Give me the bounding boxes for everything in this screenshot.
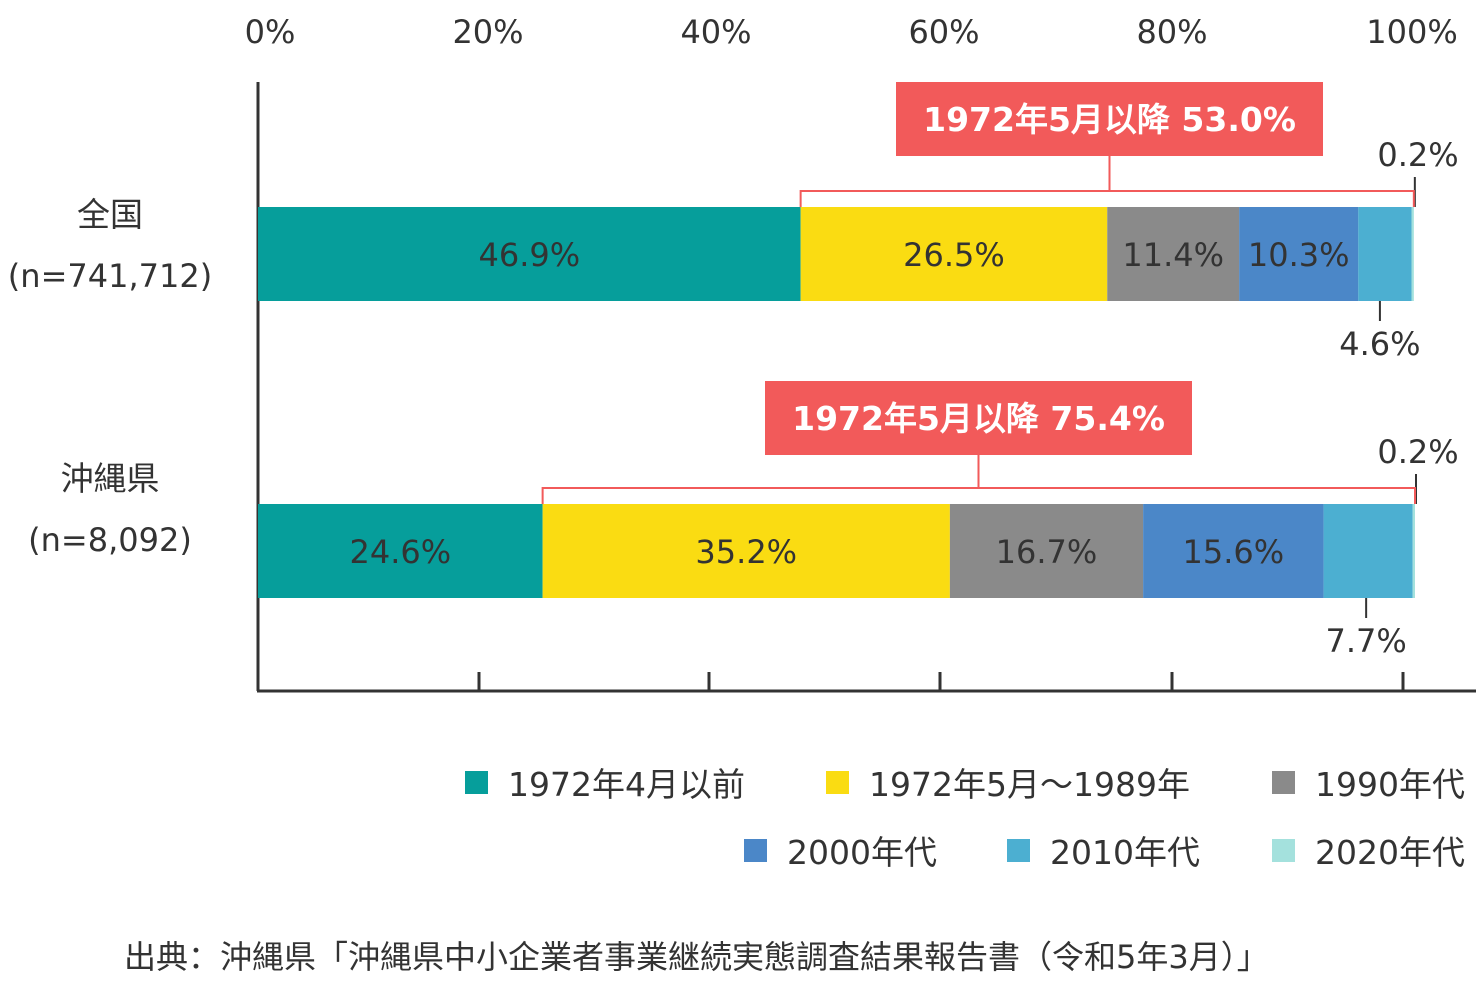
legend-swatch bbox=[826, 770, 849, 794]
legend-label: 1972年4月以前 bbox=[508, 765, 745, 804]
category-label: 沖縄県 bbox=[61, 459, 160, 498]
annotation-label: 1972年5月以降 75.4% bbox=[792, 399, 1165, 438]
bar-segment bbox=[1107, 207, 1240, 301]
legend-swatch bbox=[465, 770, 488, 794]
data-label: 0.2% bbox=[1377, 433, 1458, 471]
data-label: 7.7% bbox=[1325, 622, 1406, 660]
annotation-box bbox=[765, 381, 1192, 455]
legend-item-1990s: 1990年代 bbox=[1272, 758, 1465, 806]
x-tick-label: 0% bbox=[245, 13, 296, 51]
legend-label: 2020年代 bbox=[1315, 833, 1465, 872]
annotation-label: 1972年5月以降 53.0% bbox=[923, 100, 1296, 139]
x-tick-label: 80% bbox=[1136, 13, 1207, 51]
bar-segment bbox=[1143, 504, 1324, 598]
x-tick-label: 40% bbox=[680, 13, 751, 51]
legend-item-2020s: 2020年代 bbox=[1272, 826, 1465, 874]
legend-item-1972-before: 1972年4月以前 bbox=[465, 758, 745, 806]
legend-swatch bbox=[744, 838, 767, 862]
data-label: 11.4% bbox=[1122, 236, 1224, 274]
data-label: 16.7% bbox=[996, 533, 1098, 571]
legend-label: 2010年代 bbox=[1050, 833, 1200, 872]
x-tick-label: 60% bbox=[908, 13, 979, 51]
bar-segment bbox=[1323, 504, 1413, 598]
category-n-label: (n=741,712) bbox=[8, 257, 212, 295]
bar-segment bbox=[542, 504, 950, 598]
x-tick-label: 20% bbox=[452, 13, 523, 51]
data-label: 26.5% bbox=[903, 236, 1005, 274]
data-label: 24.6% bbox=[349, 533, 451, 571]
data-label: 4.6% bbox=[1339, 325, 1420, 363]
data-label: 10.3% bbox=[1248, 236, 1350, 274]
bar-segment bbox=[258, 504, 543, 598]
legend-item-2010s: 2010年代 bbox=[1007, 826, 1200, 874]
category-n-label: (n=8,092) bbox=[28, 521, 192, 559]
bar-segment bbox=[1239, 207, 1359, 301]
legend-swatch bbox=[1272, 838, 1295, 862]
source-note: 出典：沖縄県「沖縄県中小企業者事業継続実態調査結果報告書（令和5年3月）」 bbox=[124, 938, 1269, 976]
x-tick-label: 100% bbox=[1366, 13, 1457, 51]
legend-label: 2000年代 bbox=[787, 833, 937, 872]
legend-label: 1972年5月〜1989年 bbox=[869, 765, 1190, 804]
category-label: 全国 bbox=[77, 195, 143, 234]
legend-swatch bbox=[1007, 838, 1030, 862]
data-label: 15.6% bbox=[1183, 533, 1285, 571]
bar-segment bbox=[800, 207, 1108, 301]
annotation-box bbox=[896, 82, 1323, 156]
data-label: 0.2% bbox=[1377, 136, 1458, 174]
data-label: 46.9% bbox=[478, 236, 580, 274]
annotation-bracket bbox=[799, 190, 1415, 207]
bar-segment bbox=[1411, 207, 1414, 301]
legend-item-2000s: 2000年代 bbox=[744, 826, 937, 874]
legend-swatch bbox=[1272, 770, 1295, 794]
bar-segment bbox=[258, 207, 801, 301]
legend-item-1972-1989: 1972年5月〜1989年 bbox=[826, 758, 1190, 806]
bar-segment bbox=[1412, 504, 1415, 598]
bar-segment bbox=[1358, 207, 1412, 301]
data-label: 35.2% bbox=[695, 533, 797, 571]
legend-label: 1990年代 bbox=[1315, 765, 1465, 804]
bar-segment bbox=[949, 504, 1144, 598]
